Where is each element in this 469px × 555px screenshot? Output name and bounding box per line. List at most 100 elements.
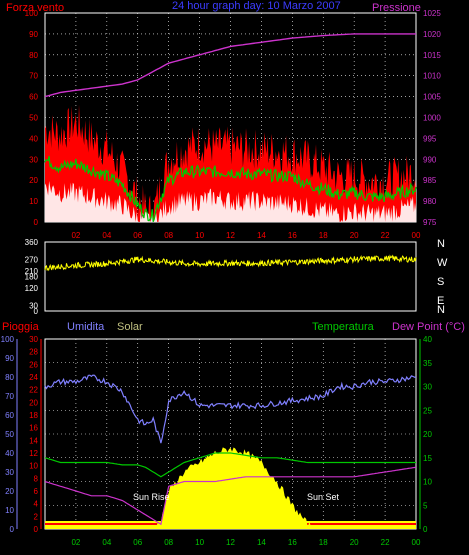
wind-y-tick-label: 90 [29, 30, 38, 39]
pressure-y-tick-label: 1025 [423, 9, 441, 18]
rain-y-tick-label: 6 [34, 487, 39, 496]
pressure-y-tick-label: 975 [423, 218, 437, 227]
page-title: 24 hour graph day: 10 Marzo 2007 [172, 0, 341, 12]
wind-x-tick-label: 22 [381, 231, 390, 240]
pressure-line [44, 33, 416, 98]
humidity-x-tick-label: 04 [102, 538, 111, 547]
wind-y-tick-label: 100 [25, 9, 39, 18]
wind-y-tick-label: 10 [29, 197, 38, 206]
pressure-y-tick-label: 1010 [423, 72, 441, 81]
humidity-x-tick-label: 12 [226, 538, 235, 547]
temperature-y-tick-label: 30 [423, 383, 432, 392]
wind-title-label: Forza vento [6, 2, 64, 14]
sunrise-annotation: Sun Rise [133, 492, 170, 502]
humidity-line [44, 374, 417, 444]
compass-n-bottom: N [437, 304, 445, 316]
rain-y-tick-label: 4 [34, 500, 39, 509]
rain-label: Pioggia [2, 321, 40, 333]
direction-y-tick-label: 270 [25, 255, 39, 264]
humidity-x-tick-label: 16 [288, 538, 297, 547]
wind-y-tick-label: 20 [29, 176, 38, 185]
temperature-y-tick-label: 25 [423, 406, 432, 415]
humidity-y-tick-label: 80 [5, 373, 14, 382]
humidity-x-tick-label: 14 [257, 538, 266, 547]
humidity-x-tick-label: 22 [381, 538, 390, 547]
wind-x-tick-label: 18 [319, 231, 328, 240]
wind-y-tick-label: 80 [29, 51, 38, 60]
pressure-y-tick-label: 1000 [423, 114, 441, 123]
rain-y-tick-label: 28 [29, 348, 38, 357]
humidity-x-tick-label: 18 [319, 538, 328, 547]
temperature-y-tick-label: 5 [423, 501, 428, 510]
wind-y-tick-label: 50 [29, 114, 38, 123]
humidity-y-tick-label: 60 [5, 411, 14, 420]
direction-y-tick-label: 120 [25, 284, 39, 293]
pressure-y-tick-label: 980 [423, 197, 437, 206]
direction-y-tick-label: 0 [34, 307, 39, 316]
rain-y-tick-label: 0 [34, 525, 39, 534]
compass-e: E [437, 295, 444, 307]
wind-x-tick-label: 02 [71, 231, 80, 240]
humidity-y-tick-label: 0 [10, 525, 15, 534]
dew-point-line [44, 466, 417, 526]
humidity-x-tick-label: 08 [164, 538, 173, 547]
wind-x-tick-label: 20 [350, 231, 359, 240]
humidity-y-tick-label: 30 [5, 468, 14, 477]
direction-y-tick-label: 360 [25, 238, 39, 247]
temperature-y-tick-label: 0 [423, 525, 428, 534]
humidity-x-tick-label: 20 [350, 538, 359, 547]
wind-x-tick-label: 12 [226, 231, 235, 240]
wind-direction-line [44, 254, 417, 272]
rain-y-tick-label: 18 [29, 411, 38, 420]
wind-x-tick-label: 06 [133, 231, 142, 240]
solar-label: Solar [117, 321, 143, 333]
wind-speed-line [44, 155, 417, 223]
rain-y-tick-label: 22 [29, 386, 38, 395]
rain-y-tick-label: 8 [34, 474, 39, 483]
wind-x-tick-label: 14 [257, 231, 266, 240]
compass-w: W [437, 257, 448, 269]
wind-y-tick-label: 40 [29, 134, 38, 143]
direction-y-tick-label: 210 [25, 267, 39, 276]
rain-y-tick-label: 2 [34, 512, 39, 521]
compass-n-top: N [437, 238, 445, 250]
temperature-y-tick-label: 15 [423, 454, 432, 463]
sunset-annotation: Sun Set [307, 492, 340, 502]
pressure-y-tick-label: 995 [423, 134, 437, 143]
temperature-line [44, 452, 416, 478]
pressure-y-tick-label: 1020 [423, 30, 441, 39]
humidity-x-tick-label: 02 [71, 538, 80, 547]
temperature-label: Temperatura [312, 321, 375, 333]
wind-pressure-chart: 0102030405060708090100975980985990995100… [25, 9, 442, 240]
pressure-y-tick-label: 1005 [423, 93, 441, 102]
humidity-y-tick-label: 100 [1, 335, 15, 344]
humidity-temperature-chart: 0510152025303540010203040506070809010002… [1, 335, 433, 547]
wind-min-area [45, 181, 416, 222]
compass-s: S [437, 276, 444, 288]
humidity-x-tick-label: 10 [195, 538, 204, 547]
humidity-label: Umidita [67, 321, 105, 333]
humidity-y-tick-label: 90 [5, 354, 14, 363]
wind-y-tick-label: 60 [29, 93, 38, 102]
wind-x-tick-label: 16 [288, 231, 297, 240]
rain-y-tick-label: 30 [29, 335, 38, 344]
rain-y-tick-label: 26 [29, 360, 38, 369]
wind-y-tick-label: 0 [34, 218, 39, 227]
humidity-y-tick-label: 50 [5, 430, 14, 439]
wind-x-tick-label: 00 [412, 231, 421, 240]
wind-x-tick-label: 10 [195, 231, 204, 240]
pressure-title-label: Pressione [372, 2, 421, 14]
humidity-x-tick-label: 06 [133, 538, 142, 547]
humidity-y-tick-label: 10 [5, 506, 14, 515]
humidity-x-tick-label: 00 [412, 538, 421, 547]
temperature-y-tick-label: 35 [423, 359, 432, 368]
rain-y-tick-label: 24 [29, 373, 38, 382]
rain-y-tick-label: 20 [29, 398, 38, 407]
wind-x-tick-label: 08 [164, 231, 173, 240]
direction-y-tick-label: 180 [25, 273, 39, 282]
temperature-y-tick-label: 10 [423, 478, 432, 487]
temperature-y-tick-label: 20 [423, 430, 432, 439]
pressure-y-tick-label: 990 [423, 155, 437, 164]
